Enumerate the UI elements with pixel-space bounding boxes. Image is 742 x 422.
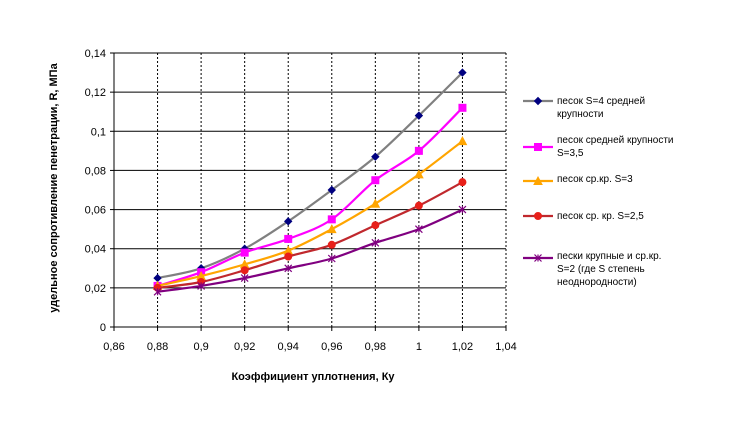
data-point (240, 274, 249, 282)
data-point (371, 221, 380, 230)
legend-marker (534, 212, 542, 220)
legend-label: неоднородности) (557, 277, 637, 288)
legend-label: S=2 (где S степень (557, 264, 645, 275)
data-point (414, 225, 423, 234)
data-point (327, 185, 336, 195)
legend-entry: пески крупные и ср.кр. S=2 (где S степень… (523, 251, 661, 288)
y-tick-label: 0,02 (85, 283, 106, 295)
x-tick-label: 0,94 (278, 341, 299, 353)
y-tick-label: 0,12 (85, 87, 106, 99)
x-tick-label: 0,92 (234, 341, 255, 353)
legend-entry: песок ср.кр. S=3 (523, 174, 633, 185)
data-point (284, 264, 293, 273)
x-tick-label: 0,96 (321, 341, 342, 353)
data-point (414, 201, 423, 210)
data-point (327, 215, 336, 224)
series-line (157, 208, 463, 293)
data-point (327, 240, 336, 249)
x-tick-label: 0,98 (365, 341, 386, 353)
x-axis-title: Коэффициент уплотнения, Ку (231, 371, 395, 383)
data-point (326, 224, 337, 234)
series-5 (153, 205, 467, 296)
legend-marker (534, 143, 542, 151)
legend-marker (533, 175, 543, 185)
series-layer (152, 68, 468, 296)
data-point (371, 152, 380, 161)
legend-label: песок ср. кр. S=2,5 (557, 211, 644, 222)
legend-label: песок средней крупности (557, 135, 673, 146)
y-tick-label: 0,04 (85, 244, 106, 256)
data-point (284, 217, 293, 226)
data-point (371, 176, 380, 185)
legend-label: крупности (557, 109, 604, 120)
data-point (153, 287, 162, 296)
axes: 0,86 0,88 0,9 0,92 0,94 0,96 0,98 1 1,02 1,04 0 0,0… (85, 48, 517, 353)
legend-entry: песок S=4 средней крупности (523, 96, 645, 120)
data-point (458, 68, 467, 77)
x-tick-label: 0,88 (147, 341, 168, 353)
data-point (327, 254, 336, 263)
data-point (197, 281, 206, 290)
data-point (414, 146, 423, 155)
data-point (457, 136, 468, 146)
data-point (414, 169, 424, 179)
legend-label: пески крупные и ср.кр. (557, 251, 661, 262)
x-tick-label: 1,02 (452, 341, 473, 353)
series-line (157, 71, 464, 280)
y-tick-label: 0,06 (85, 205, 106, 217)
data-point (458, 178, 467, 187)
data-point (414, 111, 424, 120)
data-point (370, 198, 381, 208)
data-point (240, 266, 249, 275)
legend-label: песок ср.кр. S=3 (557, 174, 633, 185)
legend-entry: песок средней крупности S=3,5 (523, 135, 673, 159)
data-point (284, 252, 293, 261)
legend-marker (534, 254, 542, 262)
data-point (458, 205, 467, 214)
x-tick-label: 1 (416, 341, 422, 353)
y-axis-title: удельное сопротивление пенетрации, R, МП… (48, 62, 60, 312)
data-point (284, 234, 293, 243)
x-tick-label: 0,9 (193, 341, 208, 353)
legend-label: песок S=4 средней (557, 96, 645, 107)
x-tick-label: 1,04 (495, 341, 516, 353)
y-tick-label: 0,1 (91, 126, 106, 138)
data-point (458, 103, 467, 112)
data-point (371, 238, 380, 247)
data-point (240, 248, 249, 257)
legend: песок S=4 средней крупности песок средней … (523, 96, 673, 288)
y-tick-label: 0,08 (85, 165, 106, 177)
legend-entry: песок ср. кр. S=2,5 (523, 211, 644, 222)
x-tick-label: 0,86 (103, 341, 124, 353)
legend-label: S=3,5 (557, 148, 584, 159)
legend-marker (533, 96, 543, 106)
y-tick-label: 0,14 (85, 48, 106, 60)
y-tick-label: 0 (100, 322, 106, 334)
